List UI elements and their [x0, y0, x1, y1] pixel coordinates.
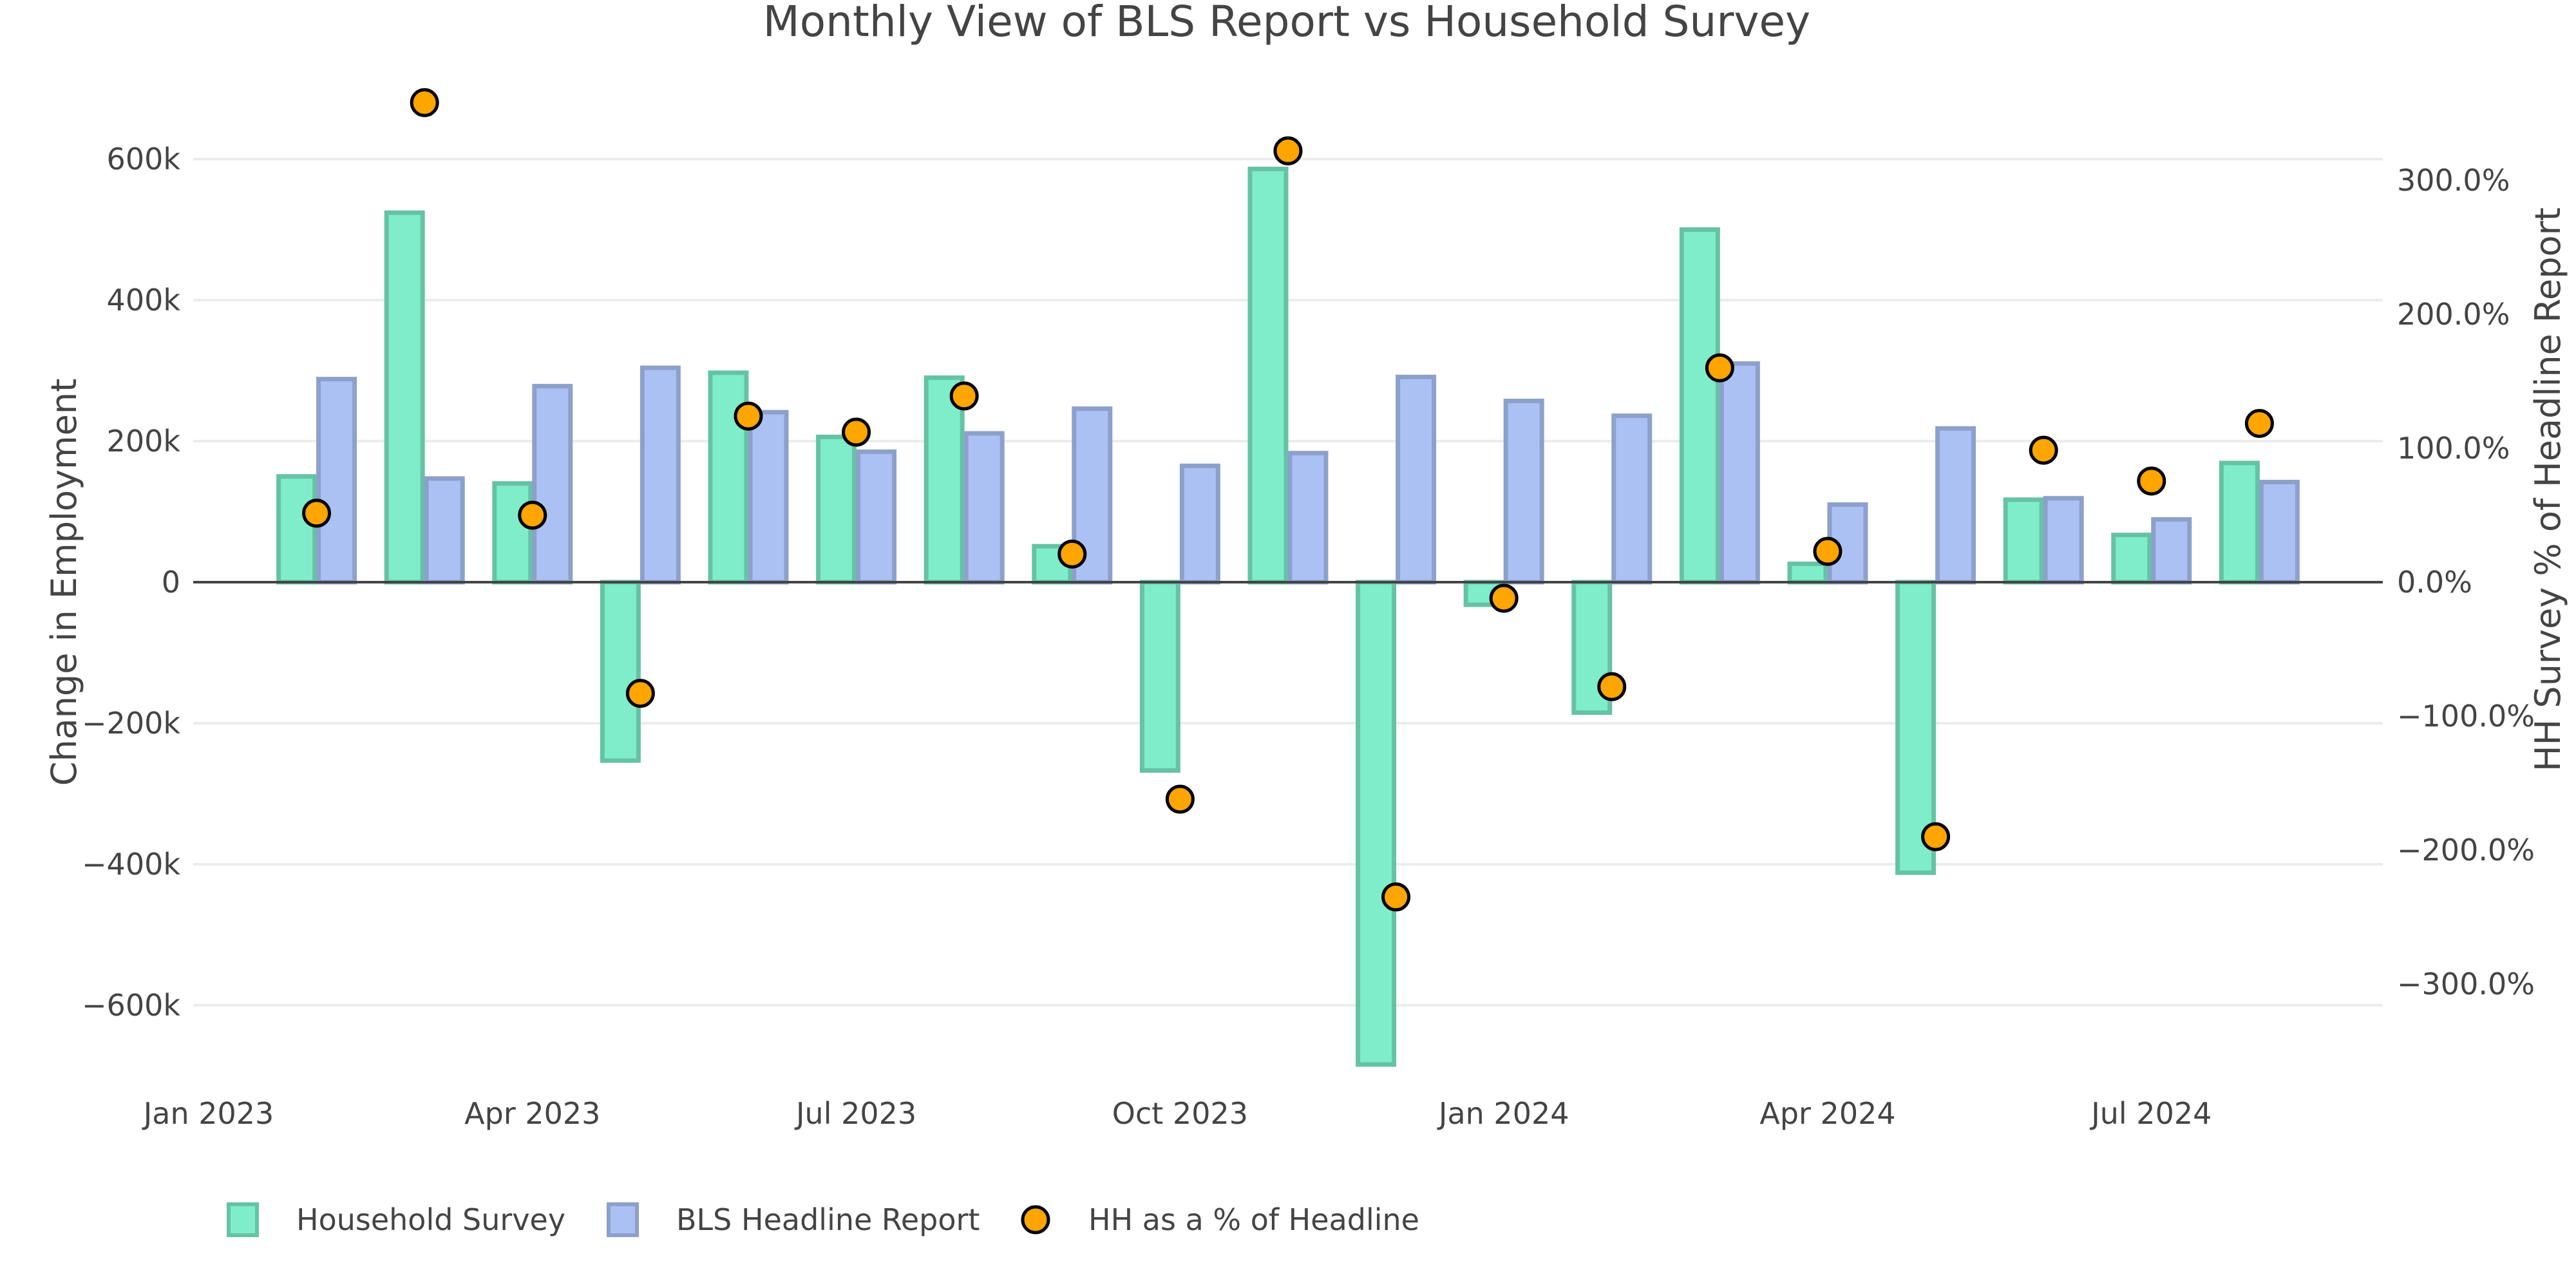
point-hh-pct[interactable]	[734, 401, 763, 431]
legend-item-household-survey[interactable]: Household Survey	[227, 1202, 565, 1237]
y2-tick-label: −200.0%	[2397, 833, 2535, 867]
bar-household-survey[interactable]	[492, 481, 533, 585]
bars	[276, 166, 2300, 1067]
y2-tick-label: 200.0%	[2397, 297, 2510, 332]
point-hh-pct[interactable]	[518, 500, 547, 530]
x-tick-label: Apr 2024	[1759, 1096, 1895, 1131]
bar-bls-headline[interactable]	[2043, 496, 2084, 585]
bar-household-survey[interactable]	[2219, 460, 2260, 585]
bar-bls-headline[interactable]	[856, 449, 897, 585]
bar-household-survey[interactable]	[1247, 166, 1289, 585]
bar-bls-headline[interactable]	[316, 377, 357, 585]
y-tick-label: −200k	[82, 706, 180, 741]
point-hh-pct[interactable]	[1489, 583, 1519, 613]
point-hh-pct[interactable]	[1057, 539, 1087, 569]
legend-item-bls-headline[interactable]: BLS Headline Report	[607, 1202, 980, 1237]
bar-household-survey[interactable]	[1356, 580, 1397, 1067]
point-hh-pct[interactable]	[1813, 536, 1842, 566]
scatter-points	[302, 88, 2274, 912]
point-hh-pct[interactable]	[842, 417, 871, 447]
bar-bls-headline[interactable]	[1719, 361, 1760, 585]
bar-household-survey[interactable]	[2003, 497, 2044, 585]
legend-label-household-survey: Household Survey	[296, 1202, 565, 1237]
x-axis-ticks: Jan 2023 Apr 2023 Jul 2023 Oct 2023 Jan 2024…	[142, 1096, 2212, 1131]
legend-swatch-household-survey	[227, 1202, 259, 1237]
legend-swatch-bls-headline	[607, 1202, 639, 1237]
bar-bls-headline[interactable]	[1287, 451, 1329, 585]
y2-axis-ticks: 300.0% 200.0% 100.0% 0.0% −100.0% −200.0% −300…	[2397, 163, 2535, 1001]
point-hh-pct[interactable]	[1921, 822, 1951, 851]
y2-tick-label: 100.0%	[2397, 431, 2510, 466]
y-tick-label: 600k	[107, 142, 181, 176]
bar-household-survey[interactable]	[1139, 580, 1180, 773]
bar-bls-headline[interactable]	[748, 410, 789, 585]
point-hh-pct[interactable]	[949, 381, 979, 411]
legend-label-bls-headline: BLS Headline Report	[676, 1202, 980, 1237]
y-tick-label: 200k	[107, 424, 181, 459]
bar-household-survey[interactable]	[2111, 533, 2152, 585]
legend: Household Survey BLS Headline Report HH …	[227, 1202, 1419, 1237]
x-tick-label: Jan 2023	[142, 1096, 274, 1131]
y-tick-label: −600k	[82, 988, 180, 1023]
y-axis-ticks: 600k 400k 200k 0 −200k −400k −600k	[82, 142, 180, 1023]
x-tick-label: Apr 2023	[464, 1096, 600, 1131]
x-tick-label: Jul 2024	[2089, 1096, 2211, 1131]
bar-bls-headline[interactable]	[1396, 374, 1437, 585]
bar-bls-headline[interactable]	[1503, 399, 1544, 585]
bar-bls-headline[interactable]	[639, 365, 681, 585]
bar-household-survey[interactable]	[276, 474, 317, 585]
bar-bls-headline[interactable]	[532, 384, 573, 585]
bar-bls-headline[interactable]	[2151, 517, 2192, 585]
bar-household-survey[interactable]	[384, 210, 425, 585]
point-hh-pct[interactable]	[625, 679, 655, 708]
x-tick-label: Jan 2024	[1437, 1096, 1569, 1131]
y-axis-title: Change in Employment	[44, 379, 84, 786]
bar-bls-headline[interactable]	[1611, 413, 1653, 585]
bar-bls-headline[interactable]	[2259, 480, 2300, 585]
x-tick-label: Oct 2023	[1112, 1096, 1248, 1131]
legend-label-hh-pct: HH as a % of Headline	[1088, 1202, 1419, 1237]
point-hh-pct[interactable]	[2244, 409, 2274, 439]
point-hh-pct[interactable]	[2029, 435, 2058, 465]
point-hh-pct[interactable]	[1273, 136, 1303, 166]
y2-tick-label: 0.0%	[2397, 565, 2472, 600]
bar-household-survey[interactable]	[816, 434, 857, 585]
y2-axis-title: HH Survey % of Headline Report	[2528, 207, 2568, 772]
bar-household-survey[interactable]	[1679, 227, 1720, 585]
legend-item-hh-pct[interactable]: HH as a % of Headline	[1021, 1202, 1419, 1237]
point-hh-pct[interactable]	[302, 498, 332, 528]
bar-household-survey[interactable]	[1787, 562, 1828, 585]
y-tick-label: 400k	[107, 283, 181, 317]
bar-bls-headline[interactable]	[1935, 426, 1976, 585]
point-hh-pct[interactable]	[410, 88, 439, 117]
x-tick-label: Jul 2023	[794, 1096, 916, 1131]
point-hh-pct[interactable]	[1381, 882, 1411, 912]
bar-bls-headline[interactable]	[424, 476, 465, 585]
point-hh-pct[interactable]	[1597, 672, 1627, 701]
y-tick-label: 0	[162, 565, 180, 600]
y-tick-label: −400k	[82, 847, 180, 882]
y2-tick-label: 300.0%	[2397, 163, 2510, 198]
y2-tick-label: −100.0%	[2397, 699, 2535, 734]
point-hh-pct[interactable]	[1165, 784, 1195, 814]
y2-tick-label: −300.0%	[2397, 967, 2535, 1001]
bar-household-survey[interactable]	[923, 375, 965, 585]
legend-marker-hh-pct	[1021, 1205, 1050, 1235]
chart-title: Monthly View of BLS Report vs Household …	[763, 0, 1810, 46]
point-hh-pct[interactable]	[2137, 466, 2166, 496]
bar-bls-headline[interactable]	[1179, 463, 1220, 585]
bar-household-survey[interactable]	[600, 580, 641, 763]
point-hh-pct[interactable]	[1705, 353, 1734, 383]
bar-household-survey[interactable]	[1895, 580, 1937, 875]
bar-bls-headline[interactable]	[963, 431, 1005, 585]
